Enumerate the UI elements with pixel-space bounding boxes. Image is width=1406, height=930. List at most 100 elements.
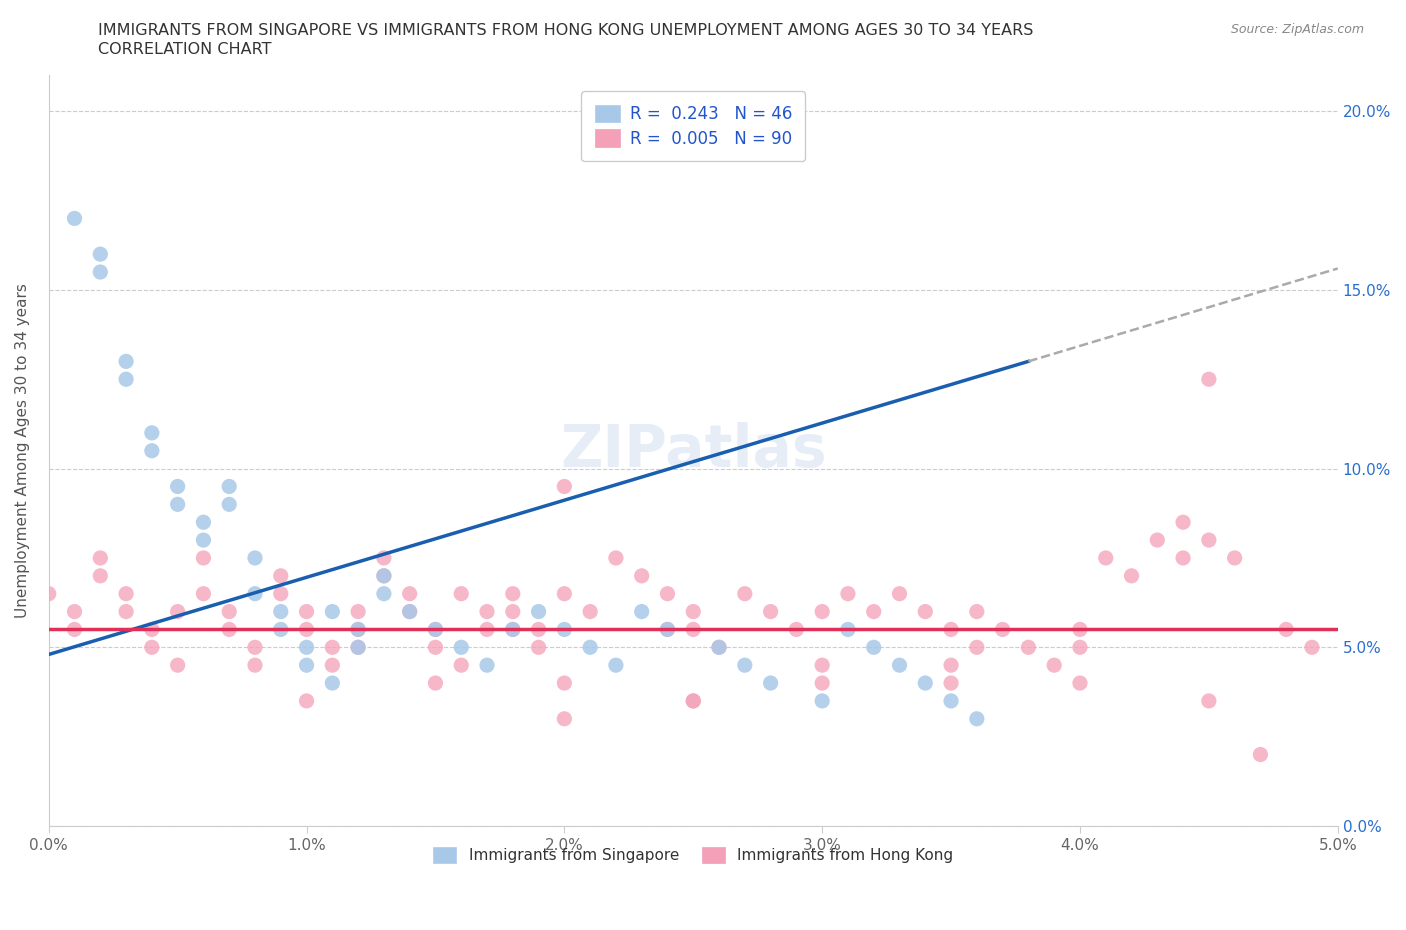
Point — [1198, 533, 1220, 548]
Point — [425, 622, 447, 637]
Point — [166, 479, 188, 494]
Point — [1069, 622, 1091, 637]
Point — [707, 640, 730, 655]
Point — [475, 658, 498, 672]
Point — [270, 586, 292, 601]
Point — [889, 658, 911, 672]
Point — [373, 568, 395, 583]
Point — [373, 586, 395, 601]
Point — [450, 640, 472, 655]
Point — [811, 604, 834, 619]
Point — [243, 586, 266, 601]
Point — [347, 640, 370, 655]
Point — [605, 551, 627, 565]
Point — [889, 586, 911, 601]
Point — [991, 622, 1014, 637]
Point — [270, 568, 292, 583]
Point — [89, 246, 111, 261]
Point — [502, 586, 524, 601]
Point — [141, 425, 163, 440]
Point — [837, 586, 859, 601]
Point — [63, 604, 86, 619]
Point — [939, 622, 962, 637]
Point — [939, 658, 962, 672]
Point — [115, 372, 138, 387]
Point — [527, 604, 550, 619]
Point — [553, 622, 575, 637]
Point — [682, 694, 704, 709]
Point — [218, 604, 240, 619]
Point — [347, 622, 370, 637]
Point — [425, 622, 447, 637]
Point — [398, 604, 420, 619]
Legend: Immigrants from Singapore, Immigrants from Hong Kong: Immigrants from Singapore, Immigrants fr… — [426, 840, 960, 870]
Point — [630, 568, 652, 583]
Point — [1223, 551, 1246, 565]
Point — [295, 694, 318, 709]
Point — [166, 604, 188, 619]
Point — [243, 640, 266, 655]
Point — [1069, 675, 1091, 690]
Point — [218, 622, 240, 637]
Point — [295, 640, 318, 655]
Point — [347, 640, 370, 655]
Point — [193, 551, 215, 565]
Y-axis label: Unemployment Among Ages 30 to 34 years: Unemployment Among Ages 30 to 34 years — [15, 284, 30, 618]
Point — [682, 622, 704, 637]
Point — [1275, 622, 1298, 637]
Point — [89, 568, 111, 583]
Point — [193, 515, 215, 530]
Point — [734, 586, 756, 601]
Point — [734, 658, 756, 672]
Point — [657, 622, 679, 637]
Point — [89, 551, 111, 565]
Point — [218, 479, 240, 494]
Point — [89, 265, 111, 280]
Point — [862, 604, 884, 619]
Point — [141, 444, 163, 458]
Point — [115, 604, 138, 619]
Point — [966, 640, 988, 655]
Text: IMMIGRANTS FROM SINGAPORE VS IMMIGRANTS FROM HONG KONG UNEMPLOYMENT AMONG AGES 3: IMMIGRANTS FROM SINGAPORE VS IMMIGRANTS … — [98, 23, 1033, 38]
Point — [38, 586, 60, 601]
Point — [115, 586, 138, 601]
Point — [450, 658, 472, 672]
Point — [218, 497, 240, 512]
Point — [502, 622, 524, 637]
Point — [811, 694, 834, 709]
Point — [657, 622, 679, 637]
Point — [193, 533, 215, 548]
Point — [425, 675, 447, 690]
Point — [553, 711, 575, 726]
Point — [1043, 658, 1066, 672]
Point — [270, 604, 292, 619]
Point — [450, 586, 472, 601]
Point — [398, 604, 420, 619]
Point — [1301, 640, 1323, 655]
Point — [914, 604, 936, 619]
Point — [1017, 640, 1039, 655]
Point — [759, 604, 782, 619]
Point — [862, 640, 884, 655]
Point — [939, 675, 962, 690]
Point — [502, 622, 524, 637]
Point — [141, 622, 163, 637]
Point — [553, 586, 575, 601]
Point — [707, 640, 730, 655]
Point — [914, 675, 936, 690]
Text: CORRELATION CHART: CORRELATION CHART — [98, 42, 271, 57]
Point — [475, 622, 498, 637]
Point — [1198, 694, 1220, 709]
Point — [1171, 551, 1194, 565]
Point — [657, 586, 679, 601]
Point — [373, 568, 395, 583]
Point — [398, 586, 420, 601]
Point — [1249, 747, 1271, 762]
Point — [811, 658, 834, 672]
Point — [502, 604, 524, 619]
Point — [373, 551, 395, 565]
Point — [243, 658, 266, 672]
Point — [115, 354, 138, 369]
Point — [166, 497, 188, 512]
Point — [1094, 551, 1116, 565]
